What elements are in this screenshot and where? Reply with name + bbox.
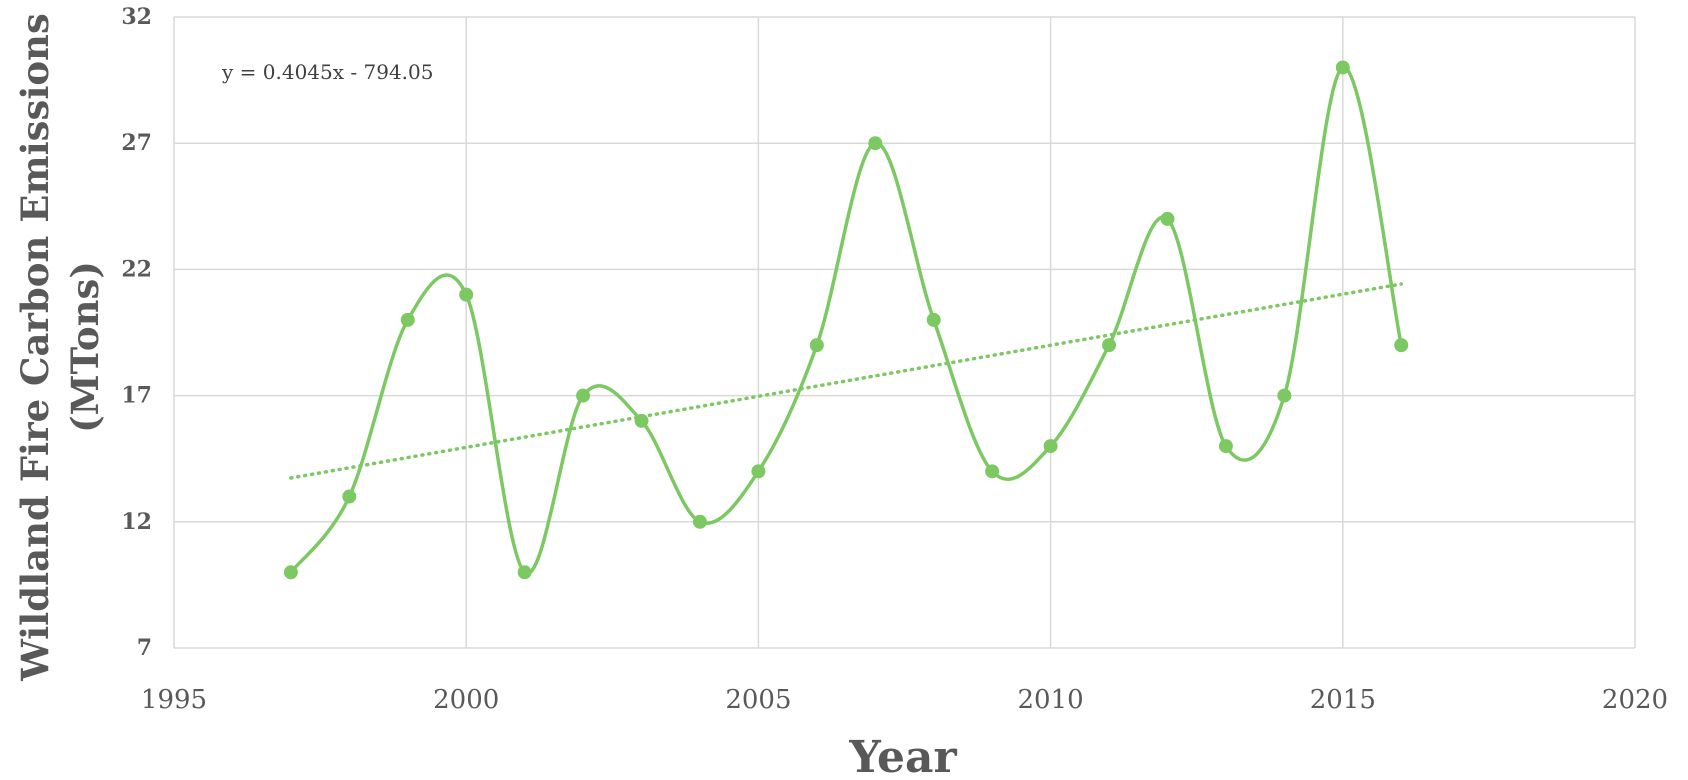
data-point bbox=[400, 312, 415, 327]
data-point bbox=[1394, 338, 1409, 353]
data-point bbox=[751, 464, 766, 479]
gridlines bbox=[173, 16, 1636, 649]
series-group bbox=[283, 60, 1409, 580]
y-tick-label: 12 bbox=[121, 509, 152, 535]
data-point bbox=[868, 136, 883, 151]
x-axis-label: Year bbox=[848, 732, 957, 776]
data-point bbox=[1102, 338, 1117, 353]
data-point bbox=[342, 489, 357, 504]
data-point bbox=[634, 413, 649, 428]
trendline-equation: y = 0.4045x - 794.05 bbox=[221, 60, 433, 84]
data-point bbox=[459, 287, 474, 302]
x-tick-label: 1995 bbox=[141, 685, 207, 715]
data-point bbox=[283, 565, 298, 580]
data-point bbox=[692, 514, 707, 529]
y-axis-label-line-2: (MTons) bbox=[63, 261, 107, 433]
y-tick-label: 27 bbox=[121, 130, 152, 156]
y-tick-label: 32 bbox=[121, 4, 152, 30]
tick-labels: 7 12 17 22 27 32 1995 2000 2005 2010 2015 2020 bbox=[121, 4, 1668, 715]
data-point bbox=[926, 312, 941, 327]
data-point bbox=[1335, 60, 1350, 75]
data-point bbox=[1218, 439, 1233, 454]
x-tick-label: 2015 bbox=[1310, 685, 1376, 715]
x-tick-label: 2005 bbox=[725, 685, 791, 715]
y-tick-label: 17 bbox=[121, 383, 152, 409]
data-point bbox=[1043, 439, 1058, 454]
x-tick-label: 2010 bbox=[1018, 685, 1084, 715]
trendline bbox=[289, 282, 1403, 480]
data-point bbox=[985, 464, 1000, 479]
data-point bbox=[1160, 211, 1175, 226]
data-point bbox=[576, 388, 591, 403]
data-point bbox=[809, 338, 824, 353]
x-tick-label: 2020 bbox=[1602, 685, 1668, 715]
x-tick-label: 2000 bbox=[433, 685, 499, 715]
y-tick-label: 22 bbox=[121, 256, 152, 282]
data-point bbox=[517, 565, 532, 580]
y-axis-label-line-1: Wildland Fire Carbon Emissions bbox=[13, 13, 57, 682]
trendline-group bbox=[289, 282, 1403, 480]
data-point bbox=[1277, 388, 1292, 403]
y-tick-label: 7 bbox=[137, 635, 152, 661]
